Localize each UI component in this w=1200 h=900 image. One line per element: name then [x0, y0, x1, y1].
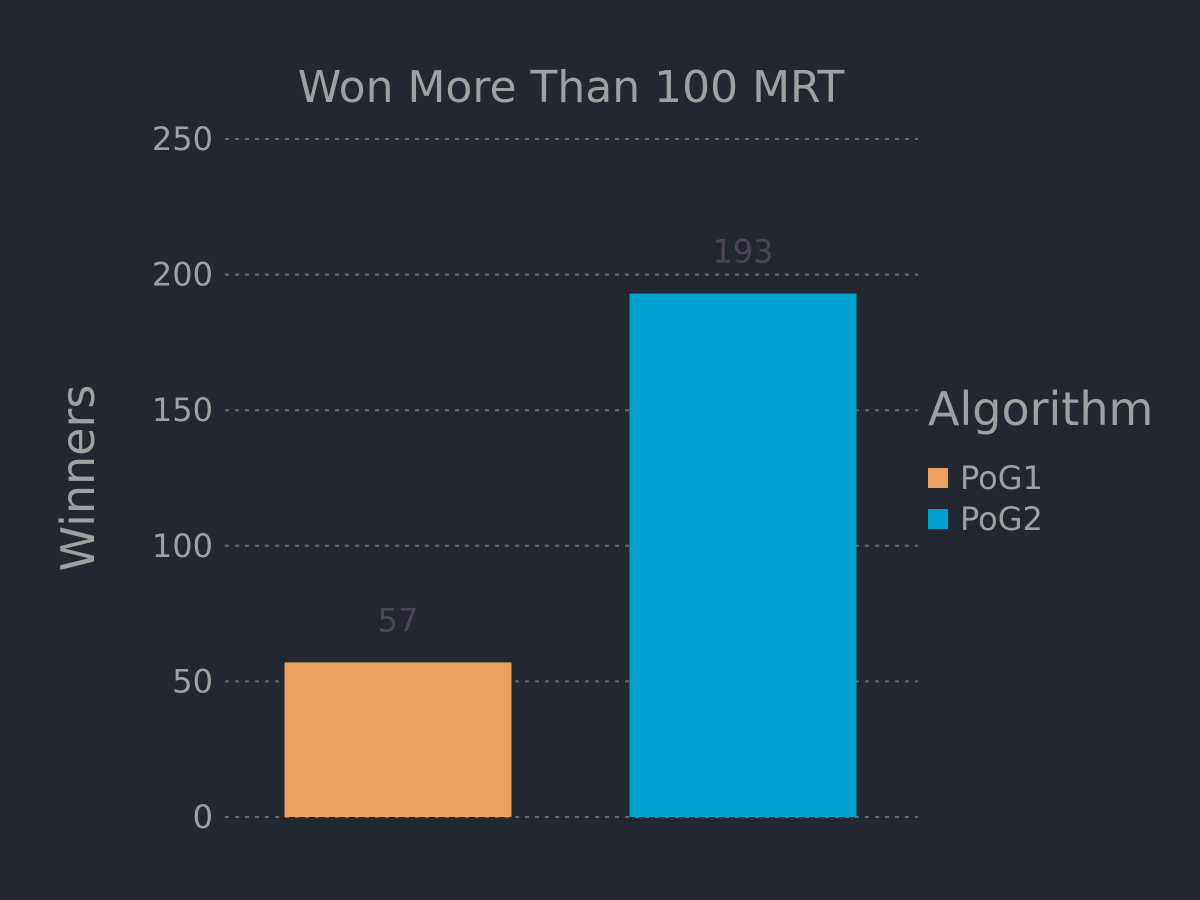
y-axis-ticks: 0 50 100 150 200 250 [152, 120, 213, 836]
y-tick-label-250: 250 [152, 120, 213, 158]
data-label-pog2: 193 [712, 233, 773, 271]
legend-swatch-pog1 [928, 468, 948, 488]
bar-pog1 [284, 662, 512, 817]
data-labels: 57 193 [378, 233, 774, 640]
y-tick-label-150: 150 [152, 391, 213, 429]
y-tick-label-200: 200 [152, 256, 213, 294]
y-tick-label-0: 0 [193, 798, 213, 836]
y-tick-label-100: 100 [152, 527, 213, 565]
bar-pog2 [629, 293, 857, 818]
data-label-pog1: 57 [378, 601, 419, 639]
bars [284, 293, 857, 818]
legend-label-pog1: PoG1 [960, 459, 1043, 497]
y-axis-label: Winners [51, 385, 105, 572]
y-tick-label-50: 50 [172, 662, 213, 700]
legend-swatch-pog2 [928, 509, 948, 529]
legend-title: Algorithm [928, 382, 1153, 436]
chart-title: Won More Than 100 MRT [298, 62, 845, 113]
legend-label-pog2: PoG2 [960, 500, 1043, 538]
